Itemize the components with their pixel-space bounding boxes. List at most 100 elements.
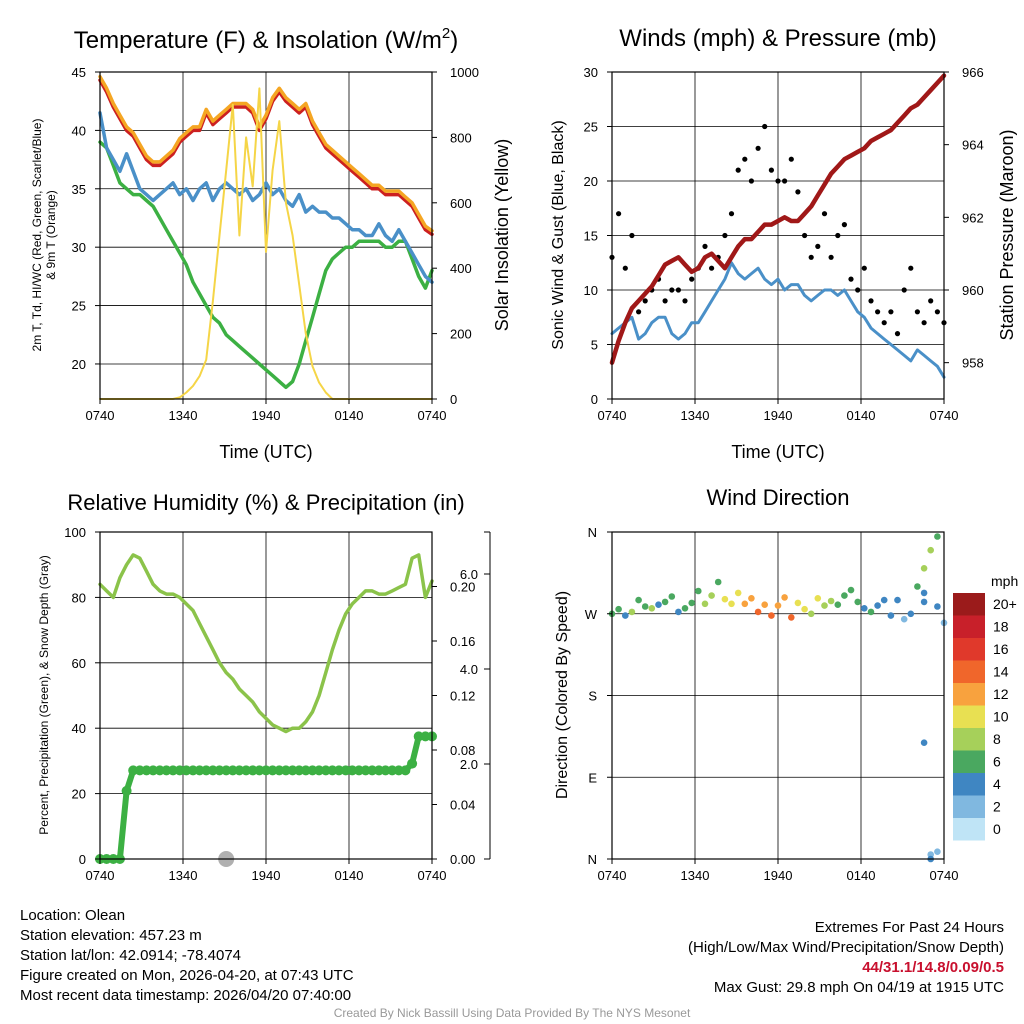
direction-point bbox=[714, 578, 722, 586]
x-tick-label: 1340 bbox=[169, 868, 198, 883]
gust-point bbox=[662, 298, 668, 304]
winds-ticks: 0740 1340 1940 0140 074005101520253095896096… bbox=[584, 65, 984, 423]
gust-point bbox=[848, 276, 854, 282]
legend-label: 2 bbox=[993, 799, 1001, 815]
legend-swatch bbox=[953, 593, 985, 616]
direction-point bbox=[774, 602, 782, 609]
precip-point bbox=[121, 785, 132, 796]
series-hi-wc bbox=[98, 111, 434, 284]
legend-swatch bbox=[953, 660, 985, 683]
gust-point bbox=[709, 265, 715, 271]
y3-tick-label: 4.0 bbox=[460, 662, 478, 677]
y2-tick-label: 0.12 bbox=[450, 689, 475, 704]
x-tick-label: 0740 bbox=[86, 408, 115, 423]
humidity-title: Relative Humidity (%) & Precipitation (i… bbox=[67, 490, 464, 515]
x-tick-label: 1340 bbox=[169, 408, 198, 423]
direction-point bbox=[920, 739, 928, 746]
speed-color-legend: mph 20+ 18 16 14 12 10 8 6 4 2 0 bbox=[953, 573, 1018, 841]
direction-point bbox=[920, 565, 928, 572]
winds-xlabel: Time (UTC) bbox=[731, 442, 824, 462]
temperature-panel: Temperature (F) & Insolation (W/m2) 0740… bbox=[30, 25, 512, 462]
y2-tick-label: 958 bbox=[962, 356, 984, 371]
temperature-xlabel: Time (UTC) bbox=[219, 442, 312, 462]
y2-tick-label: 1000 bbox=[450, 65, 479, 80]
temperature-ylabel-line1: 2m T, Td, HI/WC (Red, Green, Scarlet/Blu… bbox=[30, 119, 44, 352]
legend-swatch bbox=[953, 638, 985, 661]
x-tick-label: 0740 bbox=[598, 408, 627, 423]
legend-label: 4 bbox=[993, 776, 1001, 792]
y2-tick-label: 200 bbox=[450, 327, 472, 342]
gust-point bbox=[921, 320, 927, 326]
gust-point bbox=[728, 211, 735, 217]
legend-swatch bbox=[953, 818, 985, 841]
winds-series bbox=[609, 73, 947, 379]
x-tick-label: 0740 bbox=[930, 408, 959, 423]
gust-point bbox=[855, 287, 861, 293]
series-station-pressure bbox=[609, 73, 947, 365]
station-latlon: Station lat/lon: 42.0914; -78.4074 bbox=[20, 947, 242, 964]
direction-point bbox=[622, 612, 629, 619]
wind-direction-grid bbox=[612, 532, 944, 859]
legend-swatch bbox=[953, 795, 985, 818]
y-tick-label: 35 bbox=[72, 182, 86, 197]
wind-direction-panel: Wind Direction 0740 1340 1940 0140 0740NESWN… bbox=[554, 485, 1018, 883]
direction-point bbox=[807, 610, 815, 618]
gust-point bbox=[934, 309, 941, 315]
y-tick-label: 80 bbox=[72, 590, 86, 605]
direction-point bbox=[854, 598, 861, 606]
gust-point bbox=[675, 287, 682, 293]
y3-tick-label: 6.0 bbox=[460, 567, 478, 582]
legend-label: 12 bbox=[993, 686, 1009, 702]
y-tick-label: 20 bbox=[72, 357, 86, 372]
series-td bbox=[98, 140, 434, 390]
gust-point bbox=[835, 232, 841, 239]
series-9m-t bbox=[98, 74, 434, 233]
direction-point bbox=[748, 595, 755, 602]
legend-label: 10 bbox=[993, 709, 1009, 725]
x-tick-label: 0740 bbox=[418, 868, 447, 883]
x-tick-label: 1340 bbox=[681, 868, 710, 883]
y-tick-label: 15 bbox=[584, 229, 598, 244]
x-tick-label: 0140 bbox=[847, 868, 876, 883]
winds-title: Winds (mph) & Pressure (mb) bbox=[619, 25, 936, 52]
direction-point bbox=[635, 596, 642, 604]
gust-point bbox=[669, 287, 675, 293]
gust-point bbox=[868, 298, 874, 304]
x-tick-label: 1940 bbox=[252, 408, 281, 423]
legend-label: 16 bbox=[993, 641, 1009, 657]
x-tick-label: 1940 bbox=[764, 868, 793, 883]
direction-point bbox=[914, 583, 921, 590]
direction-point bbox=[867, 608, 875, 616]
y-tick-label: E bbox=[588, 770, 597, 785]
y-tick-label: 0 bbox=[79, 852, 86, 867]
direction-point bbox=[934, 603, 941, 610]
y2-tick-label: 600 bbox=[450, 196, 472, 211]
x-tick-label: 0740 bbox=[86, 868, 115, 883]
direction-point bbox=[728, 600, 735, 608]
x-tick-label: 1340 bbox=[681, 408, 710, 423]
gust-point bbox=[875, 309, 881, 315]
direction-point bbox=[934, 848, 941, 855]
station-location: Location: Olean bbox=[20, 907, 126, 924]
y-tick-label: 100 bbox=[64, 525, 86, 540]
direction-point bbox=[900, 615, 908, 623]
gust-point bbox=[702, 243, 708, 249]
direction-point bbox=[761, 601, 768, 608]
winds-grid bbox=[612, 72, 944, 399]
x-tick-label: 0740 bbox=[930, 868, 959, 883]
y-tick-label: S bbox=[588, 689, 597, 704]
extremes-heading: Extremes For Past 24 Hours bbox=[814, 919, 1004, 936]
x-tick-label: 0140 bbox=[847, 408, 876, 423]
direction-point bbox=[641, 603, 649, 610]
direction-point bbox=[874, 602, 881, 609]
gust-point bbox=[722, 232, 728, 239]
direction-point bbox=[927, 546, 934, 554]
y2-tick-label: 800 bbox=[450, 130, 472, 145]
temperature-title: Temperature (F) & Insolation (W/m2) bbox=[74, 25, 458, 54]
gust-point bbox=[888, 309, 894, 315]
gust-point bbox=[841, 222, 848, 228]
y-tick-label: W bbox=[585, 607, 598, 622]
y-tick-label: 20 bbox=[584, 174, 598, 189]
temperature-ticks: 0740 1340 1940 0140 0740 20 25 30 35 40 45 0 200 400 6… bbox=[72, 65, 479, 423]
winds-y2label: Station Pressure (Maroon) bbox=[997, 129, 1017, 340]
